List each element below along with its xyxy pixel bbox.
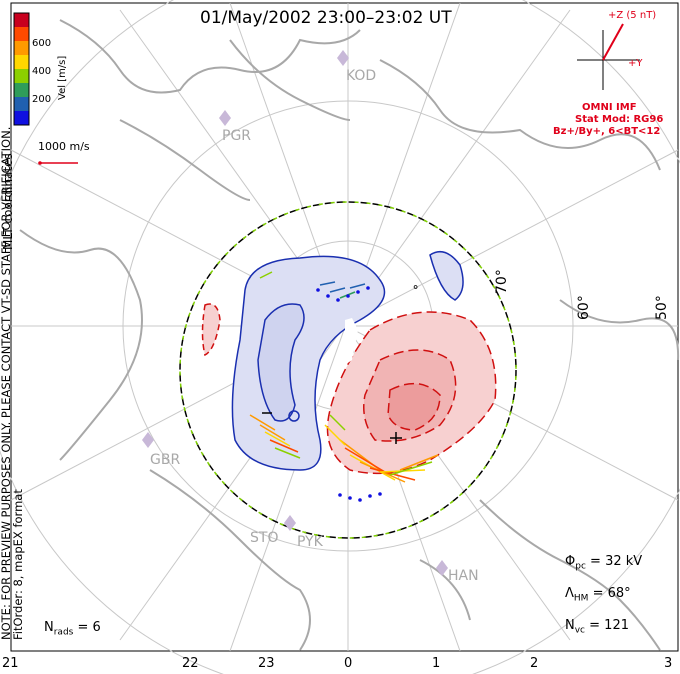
dawn-cell-small xyxy=(201,303,221,357)
stat-nvc: Nvc = 121 xyxy=(565,618,629,636)
imf-z-label: +Z (5 nT) xyxy=(608,10,657,21)
dusk-min-ring xyxy=(288,410,300,422)
preview-note: NOTE: FOR PREVIEW PURPOSES ONLY. PLEASE … xyxy=(0,126,25,640)
imf-dial xyxy=(577,23,640,90)
coastlines xyxy=(19,19,680,651)
imf-y-label: +Y xyxy=(628,58,643,69)
imf-model: Stat Mod: RG96 xyxy=(575,114,664,125)
mlt-label-21: 21 xyxy=(2,656,19,671)
imf-condition: Bz+/By+, 6<BT<12 xyxy=(553,126,661,137)
mlt-label-22: 22 xyxy=(182,656,199,671)
station-sto: STO xyxy=(250,530,279,546)
lat-label-80: ° xyxy=(412,284,426,290)
velocity-colorbar xyxy=(13,12,30,126)
dawn-cell-inner xyxy=(387,382,441,431)
potential-markers xyxy=(262,412,402,444)
dusk-cell-small xyxy=(429,250,464,301)
vector-dots xyxy=(316,286,382,502)
mlt-label-1: 1 xyxy=(432,656,441,671)
colorbar-tick-600: 600 xyxy=(32,38,52,49)
lat-label-60: 60° xyxy=(576,295,592,320)
station-han: HAN xyxy=(448,568,479,584)
page-title: 01/May/2002 23:00–23:02 UT xyxy=(200,8,452,28)
dusk-cell-inner xyxy=(257,303,305,422)
stat-phi-pc: Φpc = 32 kV xyxy=(565,554,643,572)
lat-label-50: 50° xyxy=(654,295,670,320)
scale-vector xyxy=(38,161,78,165)
stat-lambda-hm: ΛHM = 68° xyxy=(565,586,631,604)
colorbar-tick-200: 200 xyxy=(32,94,52,105)
colorbar-tick-400: 400 xyxy=(32,66,52,77)
mlt-label-0: 0 xyxy=(344,656,353,671)
mlt-label-23: 23 xyxy=(258,656,275,671)
station-kod: KOD xyxy=(346,68,377,84)
hm-boundary xyxy=(179,201,517,539)
imf-source: OMNI IMF xyxy=(582,102,637,113)
station-gbr: GBR xyxy=(150,452,181,468)
dusk-cell xyxy=(231,255,386,471)
plot-frame xyxy=(10,2,679,652)
scale-label: 1000 m/s xyxy=(38,140,90,153)
station-pyk: PYK xyxy=(297,534,323,550)
colorbar-label: Vel [m/s] xyxy=(57,55,68,100)
station-markers xyxy=(142,50,448,576)
station-pgr: PGR xyxy=(222,128,252,144)
stat-nrads: Nrads = 6 xyxy=(44,620,101,638)
mlt-label-2: 2 xyxy=(530,656,539,671)
pole-gap xyxy=(345,318,358,365)
mlt-label-3: 3 xyxy=(664,656,673,671)
velocity-vectors xyxy=(249,271,439,483)
lat-label-70: 70° xyxy=(494,269,510,294)
